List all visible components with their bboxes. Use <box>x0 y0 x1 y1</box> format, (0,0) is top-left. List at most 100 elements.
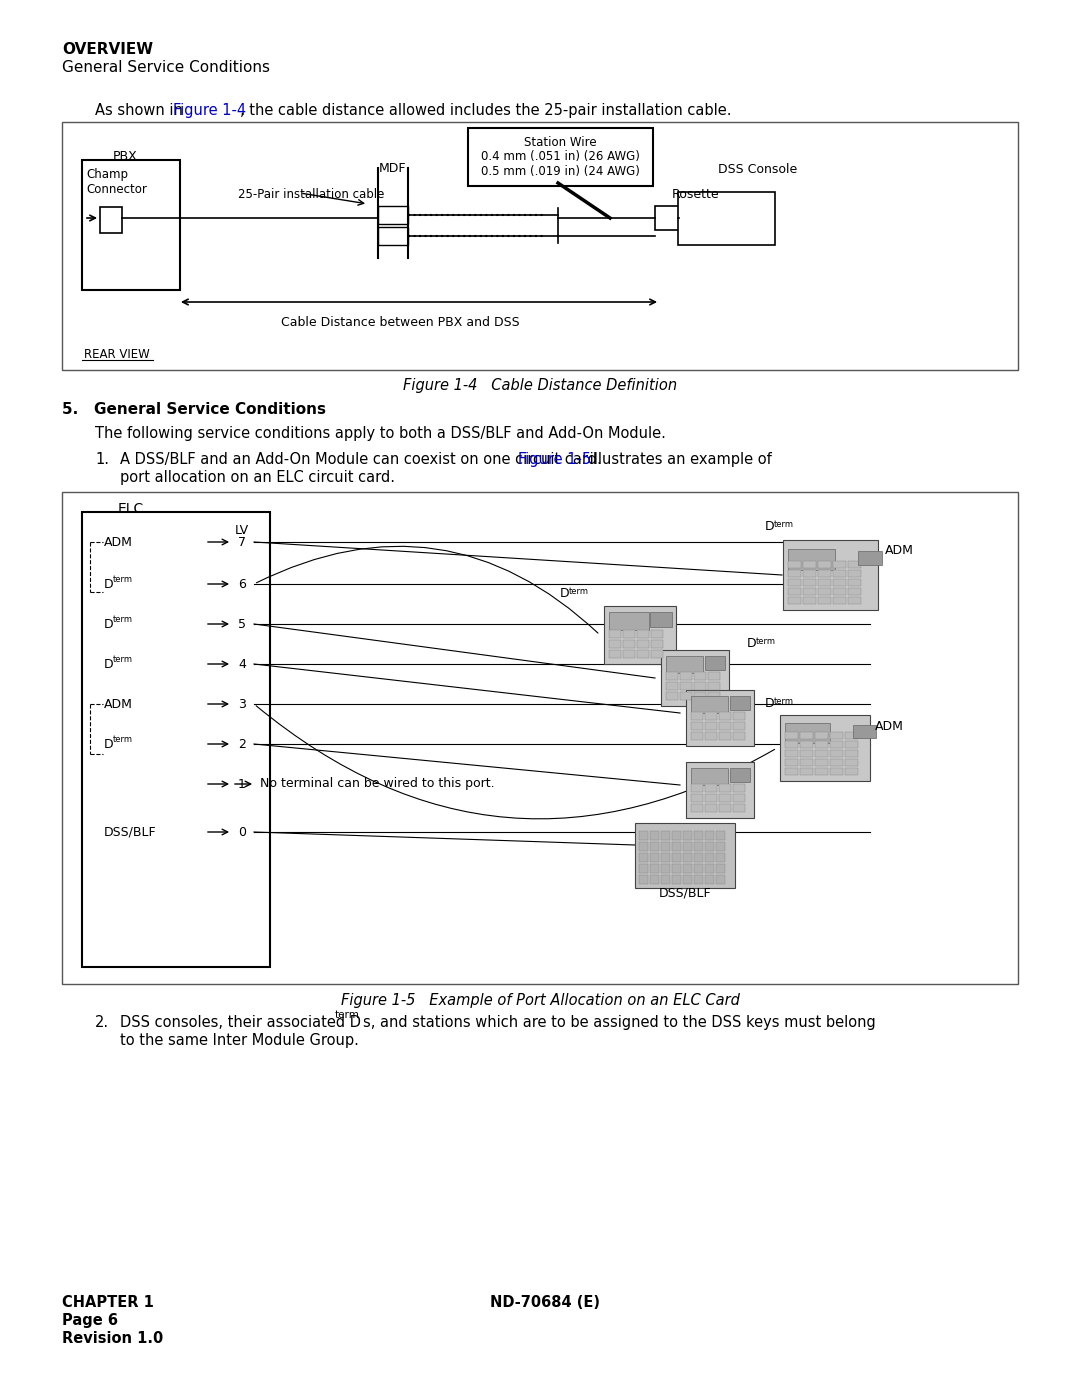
Bar <box>818 597 831 604</box>
Bar <box>686 763 754 817</box>
Text: PBX: PBX <box>113 149 138 163</box>
Text: 7: 7 <box>238 535 246 549</box>
Text: 6: 6 <box>238 577 246 591</box>
Bar <box>787 562 800 569</box>
Bar <box>815 759 828 766</box>
Bar <box>705 793 717 802</box>
Text: ADM: ADM <box>104 697 133 711</box>
Bar <box>785 724 831 743</box>
Bar <box>672 863 681 873</box>
Text: D: D <box>104 658 113 671</box>
Text: D: D <box>765 520 774 534</box>
Bar <box>705 803 717 812</box>
Bar <box>708 682 720 690</box>
Text: ND-70684 (E): ND-70684 (E) <box>490 1295 600 1310</box>
Bar <box>609 640 621 648</box>
Bar <box>845 759 858 766</box>
Bar <box>800 742 813 749</box>
Bar <box>694 875 703 883</box>
Bar <box>691 732 703 739</box>
Text: Station Wire: Station Wire <box>524 136 597 149</box>
Text: D: D <box>104 617 113 630</box>
Bar <box>716 830 725 840</box>
Bar <box>815 732 828 739</box>
Text: 5.   General Service Conditions: 5. General Service Conditions <box>62 402 326 416</box>
Text: D: D <box>561 587 569 599</box>
Bar <box>661 830 670 840</box>
Bar <box>609 612 649 630</box>
Text: Revision 1.0: Revision 1.0 <box>62 1331 163 1345</box>
Bar <box>623 640 635 648</box>
Text: 0.4 mm (.051 in) (26 AWG): 0.4 mm (.051 in) (26 AWG) <box>481 149 640 163</box>
Bar <box>815 742 828 749</box>
Bar <box>733 722 745 729</box>
Bar <box>705 722 717 729</box>
Bar <box>815 750 828 757</box>
Text: , the cable distance allowed includes the 25-pair installation cable.: , the cable distance allowed includes th… <box>240 103 731 117</box>
Text: ELC: ELC <box>118 502 145 515</box>
Bar <box>733 732 745 739</box>
Bar <box>853 725 876 738</box>
Bar <box>604 606 676 664</box>
Bar <box>802 562 815 569</box>
Bar <box>651 650 663 658</box>
Bar <box>639 830 648 840</box>
Bar <box>705 657 726 671</box>
Bar <box>639 841 648 851</box>
Bar <box>651 640 663 648</box>
Bar <box>650 852 659 862</box>
Bar <box>802 588 815 595</box>
Bar <box>661 863 670 873</box>
Bar <box>672 841 681 851</box>
Text: Figure 1-4   Cable Distance Definition: Figure 1-4 Cable Distance Definition <box>403 379 677 393</box>
Bar <box>829 732 842 739</box>
Bar <box>800 750 813 757</box>
Text: term: term <box>335 1010 360 1020</box>
Text: D: D <box>747 637 757 650</box>
Bar <box>694 692 706 700</box>
Bar <box>858 550 881 564</box>
Bar <box>661 841 670 851</box>
Bar <box>637 630 649 638</box>
Bar <box>818 570 831 577</box>
Bar <box>609 650 621 658</box>
Bar <box>705 863 714 873</box>
Bar <box>686 690 754 746</box>
Text: 3: 3 <box>238 697 246 711</box>
Bar <box>802 570 815 577</box>
Bar <box>716 841 725 851</box>
Bar <box>787 597 800 604</box>
Bar <box>800 732 813 739</box>
Bar <box>672 852 681 862</box>
Bar <box>468 129 653 186</box>
Bar <box>639 875 648 883</box>
Bar <box>378 205 408 224</box>
Text: 2.: 2. <box>95 1016 109 1030</box>
Bar <box>683 875 692 883</box>
Bar <box>719 732 731 739</box>
Text: term: term <box>113 576 133 584</box>
Bar <box>639 863 648 873</box>
Text: 1: 1 <box>238 778 246 791</box>
Bar <box>845 742 858 749</box>
Bar <box>787 549 835 570</box>
Bar <box>680 692 692 700</box>
Bar <box>694 841 703 851</box>
Bar <box>818 578 831 585</box>
Bar <box>780 715 870 781</box>
Bar <box>848 578 861 585</box>
Text: ADM: ADM <box>104 535 133 549</box>
Text: to the same Inter Module Group.: to the same Inter Module Group. <box>120 1032 359 1048</box>
Bar <box>705 830 714 840</box>
Text: Figure 1-4: Figure 1-4 <box>173 103 246 117</box>
Bar <box>672 875 681 883</box>
Bar <box>683 830 692 840</box>
Text: Figure 1-5: Figure 1-5 <box>518 453 591 467</box>
Bar <box>719 803 731 812</box>
Text: term: term <box>113 616 133 624</box>
Bar <box>635 823 735 887</box>
Bar <box>691 768 728 785</box>
Bar <box>691 803 703 812</box>
Bar <box>62 122 1018 370</box>
Text: As shown in: As shown in <box>95 103 188 117</box>
